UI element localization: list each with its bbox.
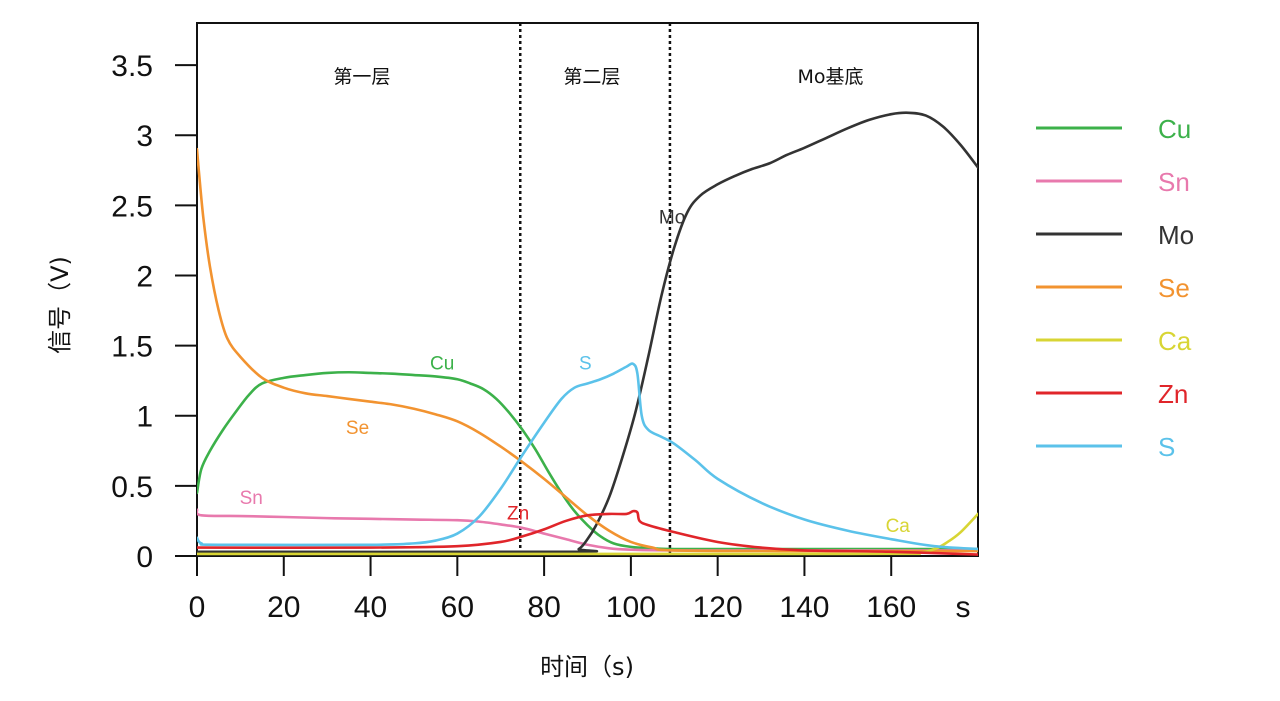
series-line-se — [197, 147, 978, 553]
series-annotation-sn: Sn — [240, 488, 263, 509]
legend-label-mo: Mo — [1158, 220, 1194, 250]
series-annotation-ca: Ca — [886, 516, 911, 537]
x-tick-label: 80 — [527, 591, 560, 624]
y-tick-label: 1.5 — [111, 331, 153, 364]
series-line-s — [197, 362, 978, 551]
legend-label-se: Se — [1158, 273, 1190, 303]
legend-label-cu: Cu — [1158, 114, 1191, 144]
legend-label-zn: Zn — [1158, 379, 1188, 409]
series-annotation-cu: Cu — [430, 353, 454, 374]
plot-frame — [196, 22, 979, 557]
x-tick-label: 160 — [866, 591, 916, 624]
y-tick-label: 2 — [136, 260, 153, 293]
y-tick-label: 0 — [136, 541, 153, 574]
x-tick-label: 140 — [779, 591, 829, 624]
series-annotation-zn: Zn — [507, 504, 529, 525]
y-tick-label: 1 — [136, 401, 153, 434]
y-tick-label: 3.5 — [111, 50, 153, 83]
legend-label-sn: Sn — [1158, 167, 1190, 197]
x-tick-label: 100 — [606, 591, 656, 624]
y-tick-label: 2.5 — [111, 190, 153, 223]
x-tick-label: 40 — [354, 591, 387, 624]
x-axis-unit-tick: s — [956, 591, 971, 624]
x-tick-label: 0 — [189, 591, 206, 624]
region-label: Mo基底 — [797, 66, 863, 88]
series-line-zn — [197, 509, 978, 556]
series-annotation-mo: Mo — [659, 208, 685, 229]
series-line-mo — [197, 111, 978, 554]
legend-label-ca: Ca — [1158, 326, 1192, 356]
x-tick-label: 60 — [441, 591, 474, 624]
x-tick-label: 120 — [693, 591, 743, 624]
y-axis-label: 信号（V) — [46, 256, 74, 354]
series-line-cu — [197, 370, 978, 551]
x-tick-label: 20 — [267, 591, 300, 624]
region-label: 第二层 — [563, 66, 620, 88]
legend-label-s: S — [1158, 432, 1175, 462]
y-tick-label: 0.5 — [111, 471, 153, 504]
region-label: 第一层 — [333, 66, 390, 88]
x-axis-label: 时间（s) — [540, 653, 634, 681]
series-annotation-se: Se — [346, 418, 369, 439]
series-annotation-s: S — [579, 353, 592, 374]
y-tick-label: 3 — [136, 120, 153, 153]
